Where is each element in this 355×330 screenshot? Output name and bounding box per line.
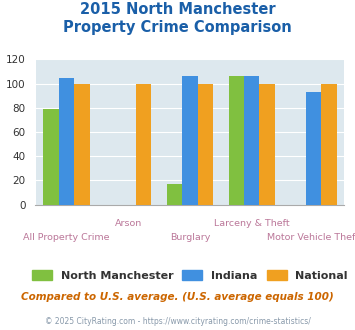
Bar — [244, 76, 260, 205]
Text: 2015 North Manchester: 2015 North Manchester — [80, 2, 275, 16]
Text: Arson: Arson — [115, 219, 142, 228]
Text: Burglary: Burglary — [170, 233, 210, 242]
Bar — [136, 83, 151, 205]
Bar — [198, 83, 213, 205]
Bar — [321, 83, 337, 205]
Text: All Property Crime: All Property Crime — [23, 233, 110, 242]
Bar — [167, 184, 182, 205]
Legend: North Manchester, Indiana, National: North Manchester, Indiana, National — [27, 265, 353, 285]
Text: Motor Vehicle Theft: Motor Vehicle Theft — [267, 233, 355, 242]
Text: Compared to U.S. average. (U.S. average equals 100): Compared to U.S. average. (U.S. average … — [21, 292, 334, 302]
Bar — [260, 83, 275, 205]
Bar — [306, 92, 321, 205]
Bar — [59, 78, 74, 205]
Bar — [43, 109, 59, 205]
Text: © 2025 CityRating.com - https://www.cityrating.com/crime-statistics/: © 2025 CityRating.com - https://www.city… — [45, 317, 310, 326]
Bar — [229, 76, 244, 205]
Bar — [182, 76, 198, 205]
Text: Property Crime Comparison: Property Crime Comparison — [63, 20, 292, 35]
Bar — [74, 83, 89, 205]
Text: Larceny & Theft: Larceny & Theft — [214, 219, 290, 228]
